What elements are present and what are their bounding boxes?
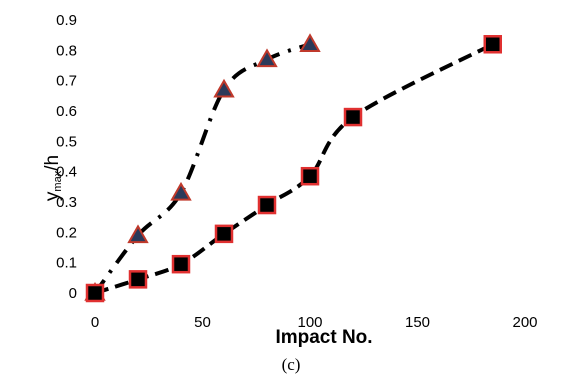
y-tick-label: 0 [69, 285, 77, 302]
y-tick-label: 0.5 [56, 133, 77, 150]
y-axis-label-suffix: /h [42, 155, 63, 171]
y-tick-label: 0.1 [56, 255, 77, 272]
x-tick-label: 50 [194, 314, 211, 331]
series-1-triangle-marker [170, 181, 192, 201]
y-tick-label: 0.2 [56, 224, 77, 241]
x-tick-label: 150 [405, 314, 430, 331]
series-2-square-marker [343, 107, 363, 127]
series-2-square-marker [300, 166, 320, 186]
x-tick-label: 0 [91, 314, 99, 331]
series-1-triangle-marker [127, 224, 149, 244]
series-2-square-marker [85, 283, 105, 303]
series-1-line [93, 42, 311, 295]
series-2-square-marker [171, 254, 191, 274]
x-axis-label: Impact No. [275, 327, 372, 348]
y-tick-label: 0.4 [56, 164, 77, 181]
y-axis-label-main: y [42, 191, 63, 201]
series-2-square-marker [214, 224, 234, 244]
y-tick-label: 0.8 [56, 42, 77, 59]
x-tick-label: 100 [297, 314, 322, 331]
y-axis-label-subscript: max [52, 170, 64, 191]
svg-text:ymax/h: ymax/h [42, 155, 64, 201]
y-tick-label: 0.7 [56, 73, 77, 90]
series-2-square-marker [257, 195, 277, 215]
series-1-triangle-marker [213, 78, 235, 98]
plot-area: 0 50 100 150 200 0 0.1 0.2 0.3 0.4 0.5 0.6 0.7 0.8 0.9 [56, 12, 537, 331]
x-tick-label: 200 [512, 314, 537, 331]
y-tick-label: 0.6 [56, 103, 77, 120]
series-1-triangle-marker [256, 48, 278, 68]
y-tick-label: 0.3 [56, 194, 77, 211]
series-1-triangle-marker [299, 33, 321, 53]
y-axis-label: ymax/h [42, 155, 64, 201]
series-2-line [94, 42, 494, 295]
figure-caption: (c) [281, 355, 301, 374]
series-2-square-marker [128, 270, 148, 289]
series-2-square-marker [483, 35, 502, 54]
y-tick-label: 0.9 [56, 12, 77, 29]
